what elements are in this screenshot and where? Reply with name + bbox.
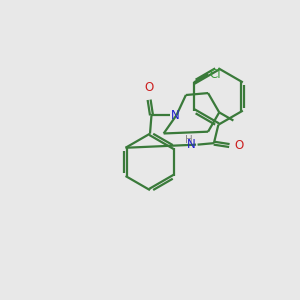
Text: O: O	[145, 81, 154, 94]
Text: H: H	[185, 136, 193, 146]
Text: O: O	[235, 139, 244, 152]
Text: Cl: Cl	[210, 68, 221, 81]
Text: N: N	[171, 109, 180, 122]
Text: N: N	[187, 138, 196, 151]
